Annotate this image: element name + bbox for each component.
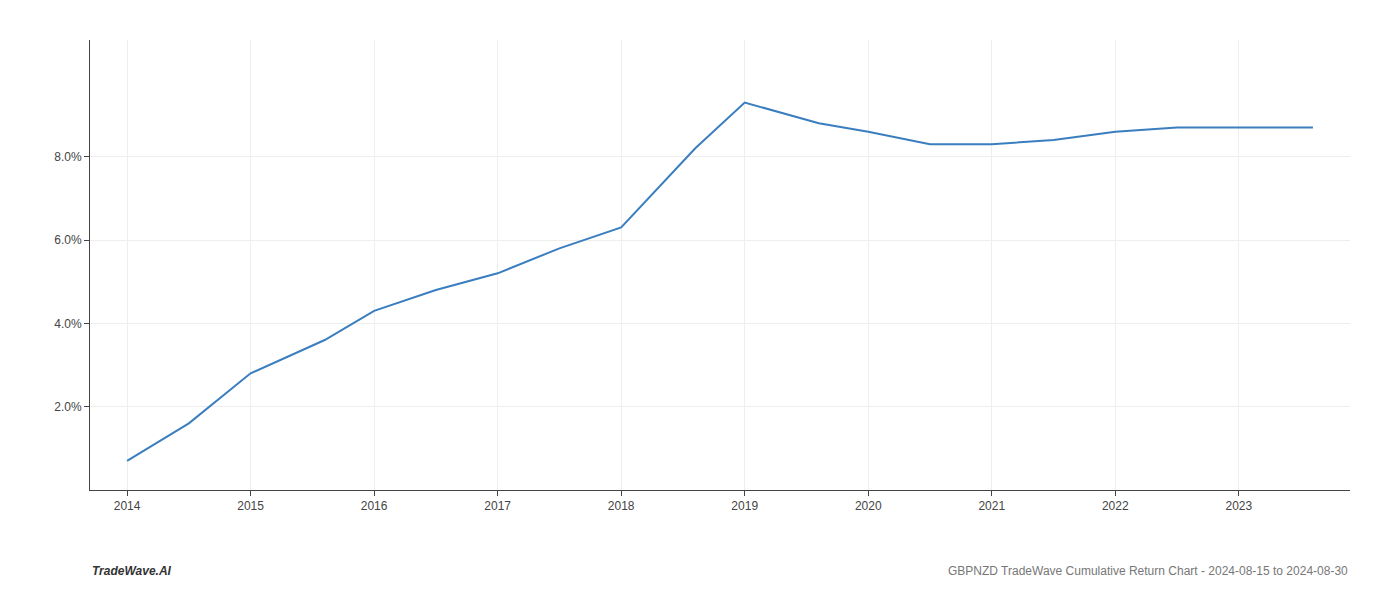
svg-text:2020: 2020 [855, 499, 882, 513]
svg-text:GBPNZD TradeWave Cumulative Re: GBPNZD TradeWave Cumulative Return Chart… [948, 564, 1348, 578]
svg-text:2015: 2015 [237, 499, 264, 513]
svg-text:2.0%: 2.0% [54, 400, 82, 414]
svg-text:4.0%: 4.0% [54, 317, 82, 331]
svg-text:8.0%: 8.0% [54, 150, 82, 164]
svg-text:TradeWave.AI: TradeWave.AI [92, 564, 172, 578]
svg-text:2018: 2018 [608, 499, 635, 513]
svg-text:2022: 2022 [1102, 499, 1129, 513]
svg-text:6.0%: 6.0% [54, 233, 82, 247]
svg-text:2021: 2021 [978, 499, 1005, 513]
svg-text:2016: 2016 [361, 499, 388, 513]
svg-text:2017: 2017 [484, 499, 511, 513]
svg-text:2019: 2019 [731, 499, 758, 513]
svg-text:2023: 2023 [1225, 499, 1252, 513]
svg-text:2014: 2014 [114, 499, 141, 513]
